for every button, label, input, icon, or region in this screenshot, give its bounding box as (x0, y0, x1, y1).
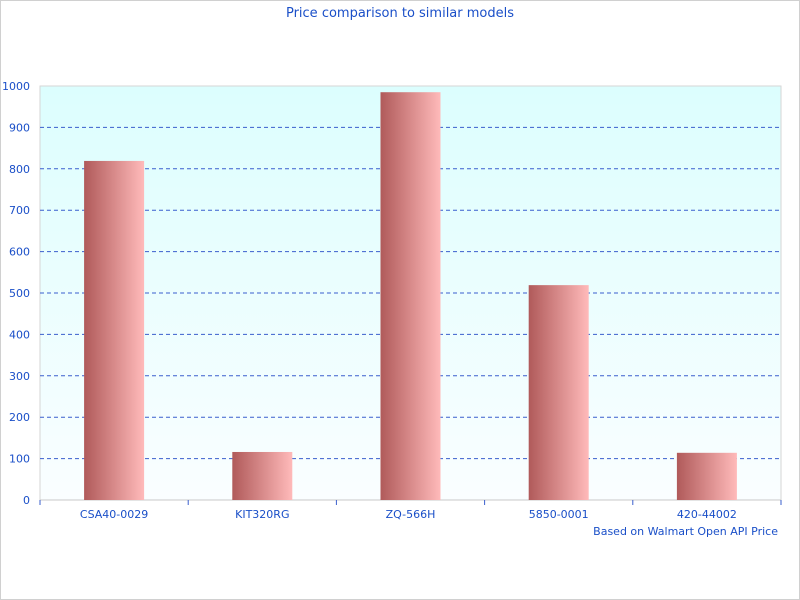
bar (232, 451, 293, 500)
y-tick-label: 200 (9, 411, 30, 424)
x-tick-label: 5850-0001 (529, 508, 589, 521)
y-tick-label: 600 (9, 246, 30, 259)
y-tick-label: 500 (9, 287, 30, 300)
y-tick-label: 800 (9, 163, 30, 176)
x-tick-label: 420-44002 (677, 508, 737, 521)
chart-footnote: Based on Walmart Open API Price (593, 525, 778, 538)
x-tick-label: CSA40-0029 (80, 508, 148, 521)
y-tick-label: 900 (9, 121, 30, 134)
y-tick-label: 100 (9, 453, 30, 466)
x-tick-label: ZQ-566H (386, 508, 436, 521)
bar (84, 160, 145, 500)
chart-title: Price comparison to similar models (286, 6, 514, 21)
bar (380, 92, 441, 501)
y-tick-label: 400 (9, 328, 30, 341)
y-tick-label: 0 (23, 494, 30, 507)
bar (676, 452, 737, 500)
y-tick-label: 1000 (2, 80, 30, 93)
y-tick-label: 700 (9, 204, 30, 217)
x-tick-label: KIT320RG (235, 508, 289, 521)
y-tick-label: 300 (9, 370, 30, 383)
bar (528, 285, 589, 500)
